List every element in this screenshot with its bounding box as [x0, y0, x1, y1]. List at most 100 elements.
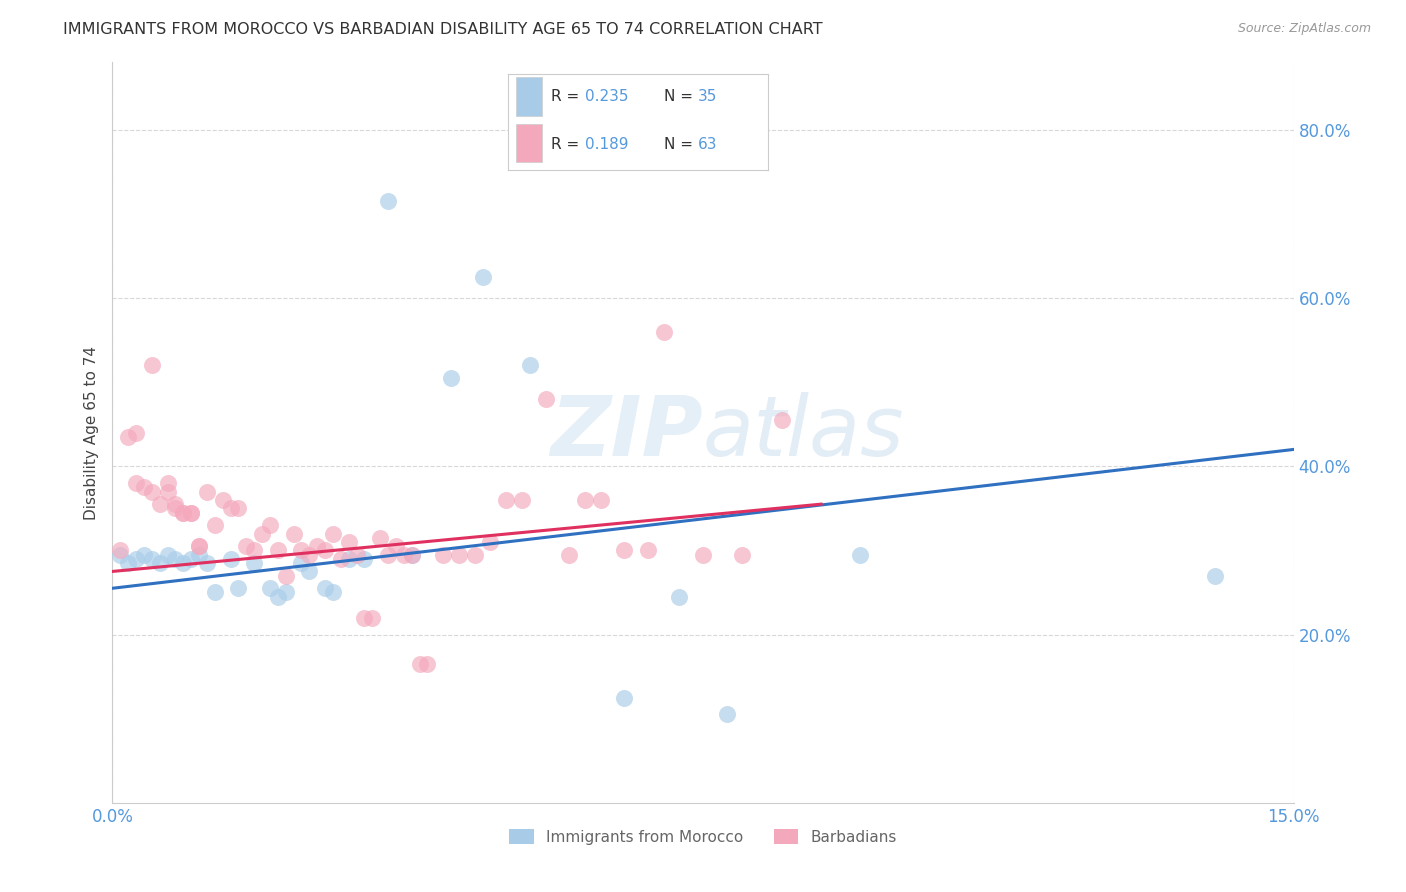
Point [228, 501, 250, 516]
Point [250, 526, 273, 541]
Point [243, 556, 266, 570]
Point [322, 526, 344, 541]
Point [510, 492, 533, 507]
Point [361, 610, 384, 624]
Point [195, 484, 218, 499]
Point [125, 551, 148, 566]
Point [385, 539, 408, 553]
Point [274, 585, 297, 599]
Point [471, 270, 494, 285]
Point [637, 543, 659, 558]
Point [353, 551, 375, 566]
Point [495, 492, 517, 507]
Point [132, 548, 155, 562]
Point [180, 551, 202, 566]
Point [149, 556, 172, 570]
Point [141, 484, 163, 499]
Point [589, 492, 612, 507]
Point [125, 476, 148, 491]
Point [165, 551, 187, 566]
Legend: Immigrants from Morocco, Barbadians: Immigrants from Morocco, Barbadians [503, 822, 903, 851]
Point [716, 707, 738, 722]
Point [329, 551, 352, 566]
Point [156, 548, 179, 562]
Point [243, 543, 266, 558]
Point [534, 392, 557, 406]
Point [447, 548, 470, 562]
Point [172, 506, 194, 520]
Point [188, 539, 211, 553]
Point [519, 359, 541, 373]
Point [188, 548, 211, 562]
Point [558, 548, 581, 562]
Point [267, 590, 290, 604]
Point [613, 543, 636, 558]
Point [337, 535, 360, 549]
Y-axis label: Disability Age 65 to 74: Disability Age 65 to 74 [83, 345, 98, 520]
Point [195, 556, 218, 570]
Point [188, 539, 211, 553]
Point [314, 581, 336, 595]
Point [274, 568, 297, 582]
Point [165, 497, 187, 511]
Point [290, 543, 312, 558]
Point [290, 556, 312, 570]
Point [156, 476, 179, 491]
Point [180, 506, 202, 520]
Text: IMMIGRANTS FROM MOROCCO VS BARBADIAN DISABILITY AGE 65 TO 74 CORRELATION CHART: IMMIGRANTS FROM MOROCCO VS BARBADIAN DIS… [63, 22, 823, 37]
Point [613, 690, 636, 705]
Point [204, 518, 226, 533]
Point [337, 551, 360, 566]
Point [322, 585, 344, 599]
Point [401, 548, 423, 562]
Point [849, 548, 872, 562]
Point [219, 501, 242, 516]
Point [1204, 568, 1226, 582]
Point [298, 548, 321, 562]
Point [416, 657, 439, 671]
Point [259, 518, 281, 533]
Point [141, 551, 163, 566]
Point [141, 359, 163, 373]
Point [368, 531, 391, 545]
Point [652, 325, 675, 339]
Point [156, 484, 179, 499]
Point [692, 548, 714, 562]
Point [165, 501, 187, 516]
Point [259, 581, 281, 595]
Text: Source: ZipAtlas.com: Source: ZipAtlas.com [1237, 22, 1371, 36]
Point [283, 526, 305, 541]
Point [117, 430, 139, 444]
Point [172, 556, 194, 570]
Point [228, 581, 250, 595]
Point [377, 194, 399, 209]
Point [235, 539, 257, 553]
Point [770, 413, 793, 427]
Point [149, 497, 172, 511]
Point [401, 548, 423, 562]
Point [314, 543, 336, 558]
Point [346, 548, 368, 562]
Point [204, 585, 226, 599]
Point [731, 548, 754, 562]
Point [110, 548, 132, 562]
Point [132, 480, 155, 494]
Point [668, 590, 690, 604]
Point [479, 535, 502, 549]
Point [574, 492, 596, 507]
Point [353, 610, 375, 624]
Point [172, 506, 194, 520]
Text: atlas: atlas [703, 392, 904, 473]
Point [125, 425, 148, 440]
Point [211, 492, 233, 507]
Point [267, 543, 290, 558]
Point [307, 539, 329, 553]
Point [219, 551, 242, 566]
Point [180, 506, 202, 520]
Point [464, 548, 486, 562]
Point [377, 548, 399, 562]
Point [432, 548, 454, 562]
Point [408, 657, 430, 671]
Point [392, 548, 415, 562]
Text: ZIP: ZIP [550, 392, 703, 473]
